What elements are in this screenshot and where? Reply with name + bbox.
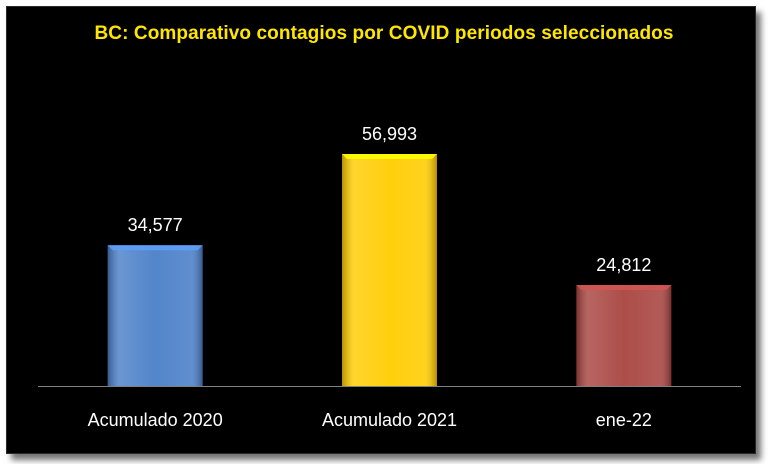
bars-layer bbox=[107, 154, 672, 386]
data-label-3: 24,812 bbox=[596, 255, 651, 275]
data-label-1: 34,577 bbox=[128, 215, 183, 235]
chart-title: BC: Comparativo contagios por COVID peri… bbox=[94, 23, 674, 44]
bar-1 bbox=[107, 245, 203, 386]
bar-3-shine bbox=[576, 284, 672, 386]
data-label-2: 56,993 bbox=[362, 124, 417, 144]
bar-3-bevel bbox=[576, 284, 672, 290]
x-tick-label-2: Acumulado 2021 bbox=[322, 410, 457, 430]
bar-2-bevel bbox=[342, 154, 437, 159]
bar-3 bbox=[576, 284, 672, 386]
bar-2 bbox=[342, 154, 437, 386]
x-tick-label-3: ene-22 bbox=[596, 410, 652, 430]
bar-1-shine bbox=[107, 245, 203, 386]
labels-layer: 34,577 Acumulado 2020 56,993 Acumulado 2021… bbox=[88, 124, 652, 430]
x-tick-label-1: Acumulado 2020 bbox=[88, 410, 223, 430]
bar-2-shine bbox=[342, 154, 437, 386]
bar-1-bevel bbox=[107, 245, 203, 251]
